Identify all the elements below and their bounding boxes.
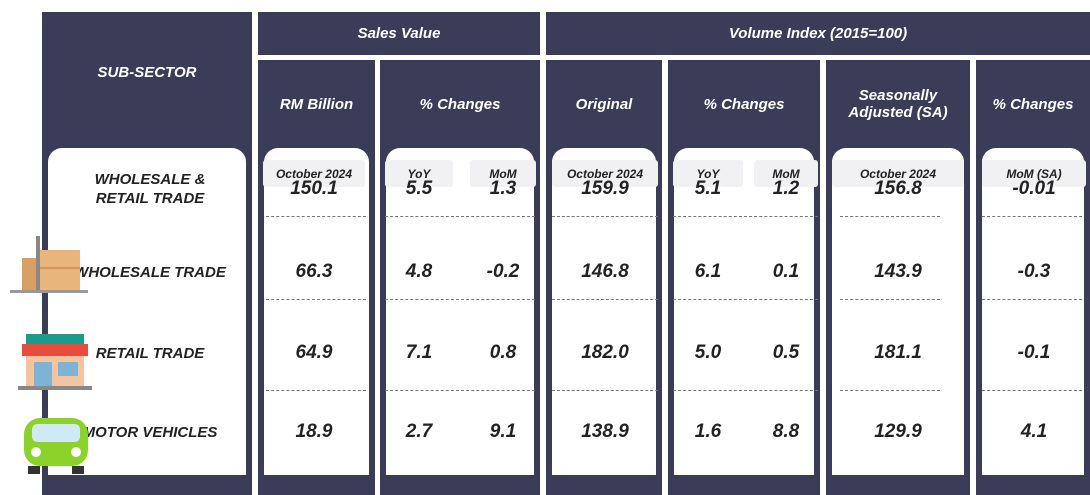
column-header: % Changes <box>992 95 1074 113</box>
row-divider <box>266 390 366 391</box>
subcolumn-header: MoM <box>470 160 536 187</box>
value-cell: -0.2 <box>486 261 520 282</box>
row-label: WHOLESALE & RETAIL TRADE <box>94 171 206 207</box>
row-label: MOTOR VEHICLES <box>82 423 218 441</box>
value-cell: 159.9 <box>581 178 629 199</box>
value-cell: 182.0 <box>581 342 629 363</box>
value-cell: 64.9 <box>295 342 333 363</box>
row-divider <box>982 216 1082 217</box>
row-divider <box>552 390 658 391</box>
value-cell: 129.9 <box>874 421 922 442</box>
value-cell: 7.1 <box>405 342 433 363</box>
value-cell: 146.8 <box>581 261 629 282</box>
row-divider <box>982 390 1082 391</box>
row-label: WHOLESALE TRADE <box>74 263 226 281</box>
value-cell: 1.3 <box>489 178 517 199</box>
value-cell: 143.9 <box>874 261 922 282</box>
subcolumn-header: MoM <box>754 160 818 187</box>
value-cell: 66.3 <box>295 261 333 282</box>
row-divider <box>266 299 366 300</box>
value-cell: 5.5 <box>405 178 433 199</box>
value-cell: 0.8 <box>489 342 517 363</box>
column-header: % Changes <box>703 95 785 113</box>
subcolumn-header: October 2024 <box>832 160 964 187</box>
value-cell: 1.6 <box>694 421 722 442</box>
column-panel <box>264 148 369 475</box>
value-cell: 1.2 <box>772 178 800 199</box>
row-divider <box>840 216 940 217</box>
value-cell: 2.7 <box>405 421 433 442</box>
value-cell: 8.8 <box>772 421 800 442</box>
column-header: % Changes <box>419 95 501 113</box>
column-header: Seasonally Adjusted (SA) <box>848 87 948 121</box>
column-header: RM Billion <box>279 95 354 113</box>
header-cell <box>546 60 662 148</box>
value-cell: 4.1 <box>1020 421 1048 442</box>
header-text: Sales Value <box>357 25 441 42</box>
row-label: RETAIL TRADE <box>95 344 205 362</box>
value-cell: -0.01 <box>1012 178 1056 199</box>
row-divider <box>982 299 1082 300</box>
column-panel <box>832 148 964 475</box>
value-cell: -0.3 <box>1017 261 1051 282</box>
header-cell <box>976 60 1090 148</box>
row-divider <box>840 299 940 300</box>
row-divider <box>266 216 366 217</box>
header-text: SUB-SECTOR <box>97 63 197 81</box>
row-divider <box>840 390 940 391</box>
row-divider <box>385 390 535 391</box>
column-panel <box>982 148 1084 475</box>
row-divider <box>385 299 535 300</box>
header-cell <box>546 12 1090 55</box>
header-cell <box>668 60 820 148</box>
value-cell: 181.1 <box>874 342 922 363</box>
value-cell: 156.8 <box>874 178 922 199</box>
value-cell: 4.8 <box>405 261 433 282</box>
value-cell: 5.1 <box>694 178 722 199</box>
column-panel <box>674 148 814 475</box>
subcolumn-header: YoY <box>385 160 453 187</box>
row-divider <box>552 216 658 217</box>
subcolumn-header: YoY <box>673 160 743 187</box>
header-cell <box>826 60 970 148</box>
value-cell: 5.0 <box>694 342 722 363</box>
value-cell: 150.1 <box>290 178 338 199</box>
value-cell: 138.9 <box>581 421 629 442</box>
value-cell: 6.1 <box>694 261 722 282</box>
value-cell: 18.9 <box>295 421 333 442</box>
row-divider <box>552 299 658 300</box>
value-cell: 0.5 <box>772 342 800 363</box>
value-cell: -0.1 <box>1017 342 1051 363</box>
column-panel <box>386 148 534 475</box>
header-cell <box>258 12 540 55</box>
subcolumn-header: October 2024 <box>263 160 365 187</box>
header-cell <box>258 60 375 148</box>
value-cell: 0.1 <box>772 261 800 282</box>
header-text: Volume Index (2015=100) <box>728 25 908 42</box>
column-header: Original <box>575 95 633 113</box>
row-divider <box>673 390 818 391</box>
header-cell <box>380 60 540 148</box>
column-panel <box>552 148 656 475</box>
header-cell <box>42 12 252 148</box>
row-divider <box>385 216 535 217</box>
subcolumn-header: October 2024 <box>552 160 658 187</box>
row-divider <box>673 216 818 217</box>
row-divider <box>673 299 818 300</box>
value-cell: 9.1 <box>489 421 517 442</box>
subcolumn-header: MoM (SA) <box>982 160 1086 187</box>
